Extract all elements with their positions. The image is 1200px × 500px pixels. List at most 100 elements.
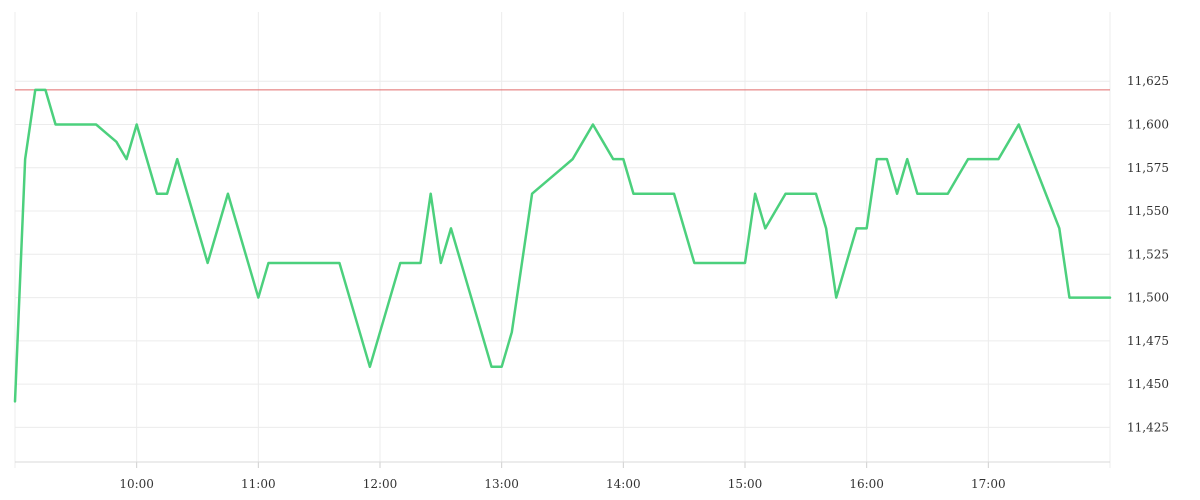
y-tick-label: 11,450 (1127, 377, 1169, 391)
data-point (945, 191, 951, 197)
data-point (42, 87, 48, 93)
y-axis: 11,625 11,600 11,575 11,550 11,525 11,500 11,4… (1127, 74, 1169, 434)
data-point (316, 260, 322, 266)
data-point (154, 191, 160, 197)
data-point (235, 225, 241, 231)
data-point (347, 295, 353, 301)
data-point (549, 173, 555, 179)
data-point (255, 295, 261, 301)
data-point (83, 122, 89, 128)
data-point (651, 191, 657, 197)
data-point (752, 191, 758, 197)
data-point (73, 122, 79, 128)
y-tick-label: 11,600 (1127, 118, 1169, 132)
data-point (1006, 139, 1012, 145)
series-layer (13, 87, 1112, 403)
x-tick-label: 11:00 (241, 477, 276, 491)
y-tick-label: 11,425 (1127, 420, 1169, 434)
x-tick-label: 17:00 (971, 477, 1006, 491)
data-point (438, 260, 444, 266)
data-point (600, 139, 606, 145)
data-point (499, 364, 505, 370)
data-point (367, 364, 373, 370)
data-point (519, 260, 525, 266)
y-tick-label: 11,625 (1127, 74, 1169, 88)
data-point (783, 191, 789, 197)
data-point (286, 260, 292, 266)
data-point (935, 191, 941, 197)
data-point (894, 191, 900, 197)
data-point (458, 260, 464, 266)
data-point (509, 329, 515, 335)
data-point (1066, 295, 1072, 301)
data-point (620, 156, 626, 162)
data-point (843, 260, 849, 266)
data-point (854, 225, 860, 231)
data-point (1036, 173, 1042, 179)
data-point (529, 191, 535, 197)
x-tick-label: 10:00 (119, 477, 154, 491)
data-point (225, 191, 231, 197)
data-point (32, 87, 38, 93)
data-point (53, 122, 59, 128)
data-point (448, 225, 454, 231)
x-tick-label: 15:00 (728, 477, 763, 491)
data-point (387, 295, 393, 301)
series-line (13, 88, 1112, 403)
data-point (478, 329, 484, 335)
data-point (1077, 295, 1083, 301)
data-point (215, 225, 221, 231)
data-point (701, 260, 707, 266)
data-point (813, 191, 819, 197)
data-point (428, 191, 434, 197)
data-point (468, 295, 474, 301)
data-point (1097, 295, 1103, 301)
data-point (904, 156, 910, 162)
data-point (793, 191, 799, 197)
data-point (925, 191, 931, 197)
data-point (671, 191, 677, 197)
data-point (833, 295, 839, 301)
data-point (864, 225, 870, 231)
data-point (377, 329, 383, 335)
data-point (580, 139, 586, 145)
data-point (590, 122, 596, 128)
data-point (306, 260, 312, 266)
data-point (1087, 295, 1093, 301)
data-point (995, 156, 1001, 162)
data-point (63, 122, 69, 128)
data-point (975, 156, 981, 162)
data-point (245, 260, 251, 266)
data-point (884, 156, 890, 162)
data-point (276, 260, 282, 266)
data-point (681, 225, 687, 231)
data-point (630, 191, 636, 197)
data-point (296, 260, 302, 266)
data-point (407, 260, 413, 266)
data-point (174, 156, 180, 162)
data-point (1056, 225, 1062, 231)
data-point (357, 329, 363, 335)
data-point (164, 191, 170, 197)
data-point (195, 225, 201, 231)
data-point (955, 173, 961, 179)
data-point (772, 208, 778, 214)
data-point (205, 260, 211, 266)
y-tick-label: 11,525 (1127, 247, 1169, 261)
data-point (489, 364, 495, 370)
data-point (397, 260, 403, 266)
data-point (914, 191, 920, 197)
y-tick-label: 11,575 (1127, 161, 1169, 175)
data-point (823, 225, 829, 231)
y-tick-label: 11,500 (1127, 291, 1169, 305)
data-point (722, 260, 728, 266)
grid (14, 12, 1111, 468)
data-point (560, 165, 566, 171)
x-tick-label: 12:00 (363, 477, 398, 491)
data-point (124, 156, 130, 162)
data-point (712, 260, 718, 266)
data-point (570, 156, 576, 162)
data-point (144, 156, 150, 162)
data-point (1016, 122, 1022, 128)
